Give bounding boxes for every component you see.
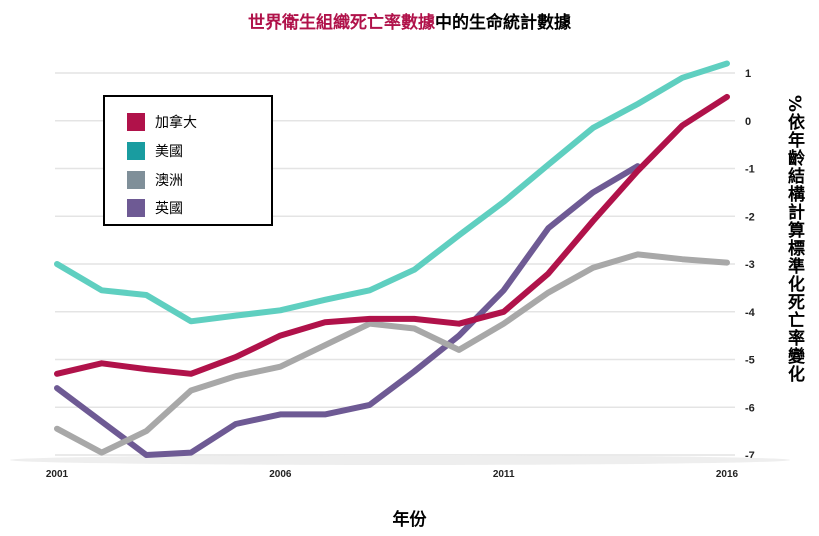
legend-label: 加拿大 — [155, 115, 197, 131]
y-tick-label: 0 — [745, 116, 751, 128]
x-axis-label: 年份 — [392, 510, 427, 530]
chart-title: 世界衛生組織死亡率數據中的生命統計數據 — [0, 8, 819, 33]
series-line-3 — [54, 163, 641, 458]
chart-title-highlight: 世界衛生組織死亡率數據 — [248, 13, 435, 33]
legend-swatch — [127, 142, 145, 160]
y-tick-label: -2 — [745, 211, 755, 223]
legend-swatch — [127, 199, 145, 217]
y-tick-label: -1 — [745, 164, 755, 176]
series-line-1 — [54, 60, 730, 325]
legend-label: 美國 — [155, 144, 183, 160]
series-line-0 — [54, 93, 730, 377]
y-axis-label: %依年齡結構計算標準化死亡率變化 — [784, 95, 804, 384]
baseline-shadow — [10, 455, 790, 465]
legend-item-australia: 澳洲 — [127, 169, 183, 191]
x-tick-label: 2011 — [493, 469, 515, 480]
x-tick-label: 2006 — [269, 469, 292, 480]
y-tick-label: -3 — [745, 259, 755, 271]
y-tick-label: -4 — [745, 307, 756, 319]
legend-item-canada: 加拿大 — [127, 111, 197, 133]
x-tick-label: 2016 — [716, 469, 739, 480]
legend: 加拿大 美國 澳洲 英國 — [103, 95, 273, 226]
legend-label: 澳洲 — [155, 173, 183, 189]
legend-swatch — [127, 113, 145, 131]
legend-item-uk: 英國 — [127, 197, 183, 219]
legend-label: 英國 — [155, 201, 183, 217]
y-tick-label: -7 — [745, 450, 755, 462]
series-line-2 — [54, 251, 730, 456]
chart-title-rest: 中的生命統計數據 — [435, 13, 571, 33]
y-tick-label: 1 — [745, 68, 751, 80]
y-tick-label: -6 — [745, 402, 755, 414]
legend-item-usa: 美國 — [127, 140, 183, 162]
legend-swatch — [127, 171, 145, 189]
x-tick-label: 2001 — [46, 469, 69, 480]
y-tick-label: -5 — [745, 355, 755, 367]
